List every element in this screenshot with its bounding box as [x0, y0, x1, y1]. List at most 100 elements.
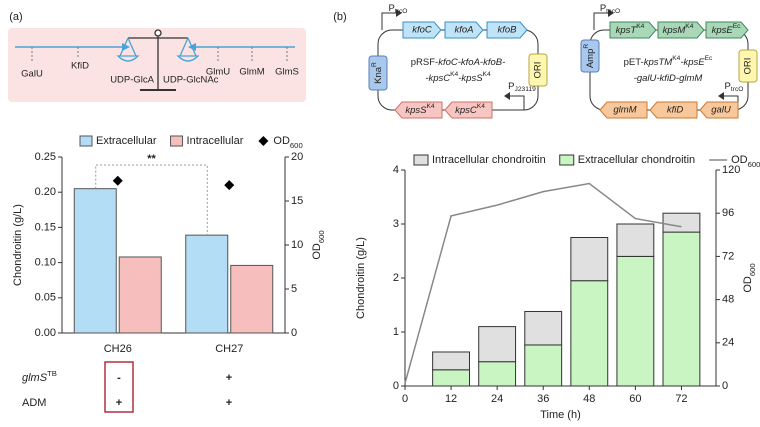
od-point [224, 180, 235, 191]
text-segment: OD [731, 154, 748, 166]
text-segment: kpsM [663, 25, 686, 36]
gene-label: kfoC [412, 25, 432, 36]
diagram-text: GalU KfiD GlmU GlmM GlmS UDP-GlcA UDP-GlcNAc Pt… [21, 3, 753, 116]
y2-tick-label: 0 [722, 380, 728, 392]
bar-segment [432, 351, 471, 371]
text-segment: 600 [748, 160, 760, 169]
text-segment: kpsS [405, 105, 427, 116]
gene-label: kfoA [454, 25, 473, 36]
text-segment: kpsTM [644, 57, 673, 68]
text-segment: OD [742, 276, 754, 293]
bar-segment [524, 344, 563, 387]
promoter-label: PtrcO [389, 3, 408, 16]
gene-label: kfiD [667, 105, 684, 116]
highlight-box [104, 361, 134, 413]
text-segment: kpsC [455, 105, 477, 116]
y-tick-label: 0 [393, 380, 399, 392]
promoter-label: PtacO [600, 3, 620, 16]
y2-tick-label: 10 [291, 239, 303, 251]
gene-label: glmM [613, 105, 636, 116]
text-segment: Ec [733, 23, 741, 30]
y-tick-label: 4 [393, 164, 399, 176]
promoter [593, 12, 610, 30]
promoter-label: PtrcO [725, 81, 744, 94]
gene-label: kpsCK4 [455, 103, 485, 115]
text-segment: Ec [705, 55, 713, 62]
od-line [404, 182, 682, 384]
arrowhead [122, 43, 130, 51]
y-tick-label: 0.05 [35, 292, 56, 304]
genes [609, 21, 749, 39]
bar [118, 256, 162, 334]
legend-swatch [79, 135, 93, 147]
text-segment: P [508, 81, 514, 92]
text-segment: trcO [731, 86, 744, 93]
text-segment: -galU-kfiD-glmM [634, 73, 703, 84]
legend-swatch [413, 154, 429, 166]
y2-axis-title: OD600 [311, 230, 326, 259]
bar-segment [616, 223, 655, 257]
gene-label: kpsSK4 [405, 103, 435, 115]
text-segment: K4 [450, 71, 458, 78]
x-tick-label: 72 [675, 393, 687, 405]
balance [116, 29, 200, 91]
x-tick-label: 24 [491, 393, 503, 405]
y2-tick-label: 15 [291, 195, 303, 207]
ori-box [738, 49, 758, 83]
legend-label: OD600 [731, 154, 760, 169]
y2-tick-label: 96 [722, 207, 734, 219]
text-segment: K4 [427, 103, 435, 110]
plasmid-name: pET-kpsTMK4-kpsEEc [624, 55, 713, 67]
text-segment: K4 [636, 23, 644, 30]
legend-label: Intracellular [187, 135, 244, 147]
text-segment: OD [273, 135, 290, 147]
text-segment: R [583, 44, 590, 49]
arrowhead [608, 9, 614, 17]
legend-swatch [258, 136, 269, 146]
x-tick-label: 12 [445, 393, 457, 405]
promoter-label: PJ23119 [508, 81, 536, 94]
arrowhead [396, 9, 402, 17]
x-tick-label: 36 [537, 393, 549, 405]
promoter [508, 95, 525, 110]
text-segment: 600 [317, 230, 326, 243]
text-segment: -kpsS [458, 73, 483, 84]
y-tick-label: 3 [393, 218, 399, 230]
condition-cell: + [116, 397, 122, 409]
x-tick-label: 0 [402, 393, 408, 405]
text-segment: P [389, 3, 395, 14]
bar-segment [524, 310, 563, 346]
product-label: UDP-GlcA [110, 75, 154, 86]
y2-tick-label: 20 [291, 151, 303, 163]
legend-swatch [170, 135, 184, 147]
promoter [381, 12, 398, 30]
y-tick-label: 1 [393, 326, 399, 338]
y-tick-label: 0.25 [35, 151, 56, 163]
y2-tick-label: 0 [291, 327, 297, 339]
y-tick-label: 2 [393, 272, 399, 284]
text-segment: 600 [290, 141, 303, 150]
gene-label: kpsMK4 [663, 23, 694, 35]
arrowhead [718, 92, 724, 100]
bar-segment [478, 326, 517, 363]
legend-label: Extracellular [96, 135, 157, 147]
enzyme-label: GalU [21, 69, 43, 80]
text-segment: K4 [477, 103, 485, 110]
condition-label: ADM [22, 397, 46, 409]
text-segment: Amp [585, 49, 596, 69]
text-segment: -kpsE [680, 57, 705, 68]
text-segment: OD [311, 243, 323, 260]
genes [394, 101, 493, 119]
bar [185, 234, 229, 334]
text-segment: TB [47, 369, 57, 378]
condition-cell: - [117, 372, 121, 384]
x-tick-label: 60 [629, 393, 641, 405]
bar-segment [570, 280, 609, 387]
bar-segment [662, 212, 701, 233]
genes [402, 21, 528, 39]
marker-label: AmpR [583, 44, 595, 69]
text-segment: P [725, 81, 731, 92]
product-label: UDP-GlcNAc [163, 75, 219, 86]
gene-label: galU [711, 105, 731, 116]
